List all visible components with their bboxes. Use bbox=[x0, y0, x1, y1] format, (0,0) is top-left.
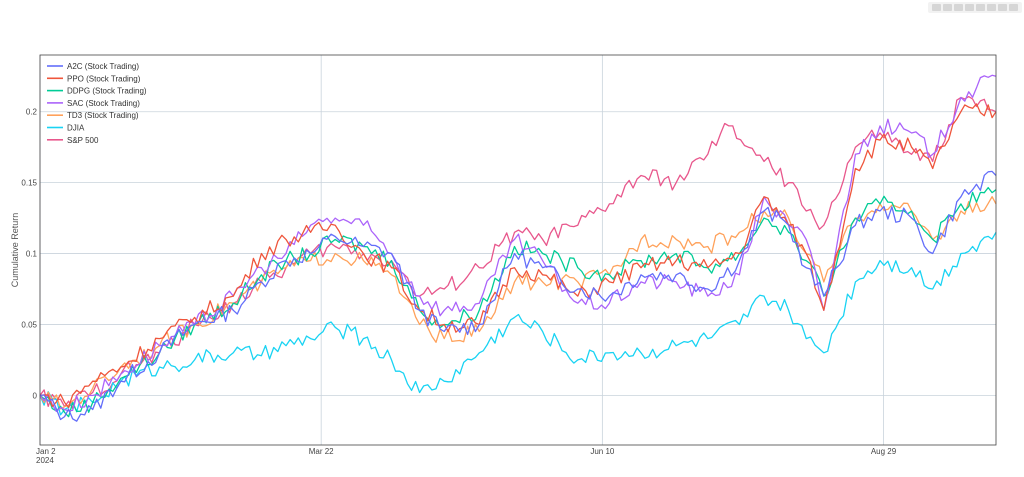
x-tick-label: Jun 10 bbox=[590, 447, 615, 456]
plotly-logo-icon[interactable] bbox=[1009, 4, 1018, 11]
legend-entry[interactable]: PPO (Stock Trading) bbox=[67, 74, 141, 83]
pan-icon[interactable] bbox=[954, 4, 963, 11]
series-line-0 bbox=[39, 170, 997, 422]
plot-toolbar bbox=[928, 2, 1022, 13]
legend-entry[interactable]: DDPG (Stock Trading) bbox=[67, 87, 147, 96]
x-tick-label: Aug 29 bbox=[871, 447, 897, 456]
y-axis-label: Cumulative Return bbox=[10, 213, 20, 288]
series-line-2 bbox=[39, 186, 997, 418]
zoom-icon[interactable] bbox=[943, 4, 952, 11]
series-line-1 bbox=[39, 103, 997, 409]
series-line-3 bbox=[39, 74, 997, 413]
y-tick-label: 0.05 bbox=[21, 320, 37, 329]
series-lines bbox=[39, 74, 997, 422]
y-tick-label: 0.1 bbox=[26, 250, 38, 259]
series-line-5 bbox=[39, 231, 997, 416]
x-tick-label: 2024 bbox=[36, 456, 54, 465]
plot-frame bbox=[39, 54, 997, 446]
camera-icon[interactable] bbox=[932, 4, 941, 11]
legend-entry[interactable]: A2C (Stock Trading) bbox=[67, 62, 139, 71]
series-line-4 bbox=[39, 196, 997, 410]
legend-entry[interactable]: DJIA bbox=[67, 124, 85, 133]
zoom-in-icon[interactable] bbox=[965, 4, 974, 11]
x-tick-label: Mar 22 bbox=[309, 447, 334, 456]
y-tick-label: 0.2 bbox=[26, 108, 38, 117]
legend-entry[interactable]: S&P 500 bbox=[67, 136, 99, 145]
autoscale-icon[interactable] bbox=[987, 4, 996, 11]
legend: A2C (Stock Trading) PPO (Stock Trading) DD… bbox=[47, 62, 147, 145]
series-line-6 bbox=[39, 95, 997, 409]
legend-entry[interactable]: TD3 (Stock Trading) bbox=[67, 111, 139, 120]
y-axis: 0 0.05 0.1 0.15 0.2 bbox=[21, 108, 37, 401]
zoom-out-icon[interactable] bbox=[976, 4, 985, 11]
y-tick-label: 0 bbox=[33, 391, 38, 400]
reset-icon[interactable] bbox=[998, 4, 1007, 11]
grid bbox=[39, 55, 996, 445]
x-tick-label: Jan 2 bbox=[36, 447, 56, 456]
legend-entry[interactable]: SAC (Stock Trading) bbox=[67, 99, 140, 108]
y-tick-label: 0.15 bbox=[21, 179, 37, 188]
